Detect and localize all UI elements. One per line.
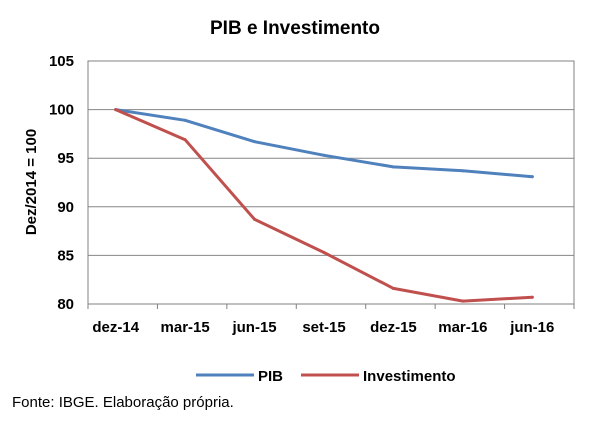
x-tick-label: jun-15 [231, 319, 276, 336]
data-point-pib [253, 140, 257, 144]
chart-title: PIB e Investimento [210, 18, 380, 39]
x-tick-label: dez-14 [92, 319, 139, 336]
data-point-investimento [114, 108, 118, 112]
source-note: Fonte: IBGE. Elaboração própria. [12, 394, 234, 411]
plot-area-border [87, 60, 575, 305]
legend-label-pib: PIB [258, 368, 283, 385]
x-tick-label: jun-16 [509, 319, 554, 336]
data-point-pib [391, 165, 395, 169]
y-axis-ticks: 80 85 90 95 100 105 [49, 53, 74, 313]
data-point-investimento [253, 217, 257, 221]
legend: PIB Investimento [196, 368, 456, 385]
series-layer [114, 108, 534, 303]
legend-label-investimento: Investimento [363, 368, 456, 385]
x-tick-label: set-15 [302, 319, 345, 336]
series-line-investimento [114, 108, 534, 303]
y-tick-label: 100 [49, 102, 74, 119]
data-point-investimento [183, 138, 187, 142]
data-point-investimento [530, 295, 534, 299]
grid-layer [88, 109, 574, 256]
y-axis-label: Dez/2014 = 100 [23, 129, 40, 235]
x-axis-ticks: dez-14 mar-15 jun-15 set-15 dez-15 mar-16 jun-… [87, 304, 575, 336]
data-point-investimento [391, 286, 395, 290]
y-tick-label: 95 [57, 150, 74, 167]
data-point-pib [461, 169, 465, 173]
x-tick-label: mar-16 [438, 319, 487, 336]
data-point-investimento [322, 250, 326, 254]
y-tick-label: 90 [57, 199, 74, 216]
data-point-pib [322, 153, 326, 157]
data-point-investimento [461, 299, 465, 303]
y-tick-label: 80 [57, 296, 74, 313]
y-tick-label: 85 [57, 247, 74, 264]
x-tick-label: mar-15 [161, 319, 210, 336]
data-point-pib [530, 175, 534, 179]
series-line-pib [114, 108, 534, 179]
y-tick-label: 105 [49, 53, 74, 70]
data-point-pib [183, 118, 187, 122]
x-tick-label: dez-15 [370, 319, 417, 336]
